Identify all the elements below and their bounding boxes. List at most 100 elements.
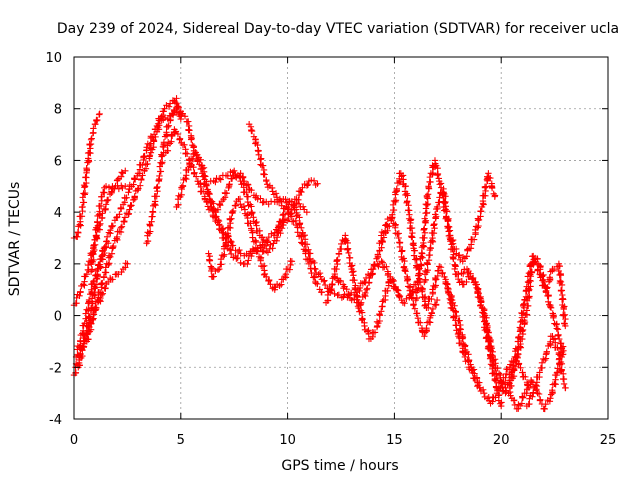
x-tick-label: 20 bbox=[493, 433, 510, 448]
data-point bbox=[237, 250, 244, 257]
interpolated-points bbox=[234, 254, 247, 268]
data-point bbox=[421, 333, 428, 340]
data-point bbox=[461, 353, 469, 361]
y-tick-label: 8 bbox=[54, 103, 62, 118]
interpolated-points bbox=[357, 289, 369, 308]
interpolated-points bbox=[103, 188, 115, 204]
interpolated-points bbox=[340, 283, 354, 302]
interpolated-points bbox=[338, 291, 348, 301]
interpolated-points bbox=[173, 100, 182, 111]
data-point bbox=[192, 149, 199, 156]
interpolated-points bbox=[93, 193, 105, 225]
interpolated-points bbox=[136, 147, 150, 177]
interpolated-points bbox=[229, 242, 243, 256]
data-point bbox=[90, 278, 97, 286]
data-point bbox=[303, 208, 311, 216]
interpolated-points bbox=[226, 246, 239, 261]
interpolated-points bbox=[247, 245, 260, 255]
interpolated-points bbox=[99, 243, 110, 259]
data-point bbox=[378, 258, 385, 265]
interpolated-points bbox=[241, 250, 250, 259]
interpolated-points bbox=[483, 322, 497, 365]
interpolated-points bbox=[144, 213, 156, 245]
interpolated-points bbox=[429, 267, 442, 293]
data-point bbox=[498, 402, 505, 410]
interpolated-points bbox=[447, 237, 459, 278]
interpolated-points bbox=[265, 198, 275, 208]
interpolated-points bbox=[76, 338, 89, 369]
interpolated-points bbox=[379, 259, 392, 279]
data-point bbox=[107, 227, 114, 234]
interpolated-points bbox=[396, 239, 408, 271]
interpolated-points bbox=[307, 265, 318, 281]
data-point bbox=[269, 245, 276, 252]
interpolated-points bbox=[308, 177, 319, 189]
interpolated-points bbox=[232, 170, 244, 181]
interpolated-points bbox=[161, 102, 173, 112]
interpolated-points bbox=[206, 190, 217, 215]
data-point bbox=[87, 136, 95, 143]
series-track-18 bbox=[376, 170, 484, 392]
interpolated-points bbox=[264, 239, 277, 248]
interpolated-points bbox=[515, 300, 528, 342]
data-point bbox=[361, 322, 368, 330]
plot-frame bbox=[73, 56, 609, 420]
interpolated-points bbox=[199, 164, 213, 197]
interpolated-points bbox=[185, 118, 198, 150]
interpolated-points bbox=[171, 128, 185, 147]
interpolated-points bbox=[546, 303, 561, 328]
data-point bbox=[395, 234, 402, 242]
data-point bbox=[254, 196, 261, 203]
interpolated-points bbox=[72, 291, 83, 307]
y-tick-label: 10 bbox=[45, 51, 62, 66]
interpolated-points bbox=[99, 280, 110, 297]
series-track-25 bbox=[523, 333, 569, 410]
interpolated-points bbox=[472, 207, 485, 234]
y-tick-label: 0 bbox=[54, 310, 62, 325]
series-track-24 bbox=[506, 252, 569, 392]
data-point bbox=[297, 188, 304, 195]
data-point bbox=[100, 273, 108, 280]
interpolated-points bbox=[395, 287, 405, 304]
interpolated-points bbox=[92, 274, 108, 311]
x-tick-label: 15 bbox=[386, 433, 403, 448]
data-point bbox=[363, 286, 370, 293]
interpolated-points bbox=[473, 281, 488, 313]
data-point bbox=[314, 180, 321, 187]
interpolated-points bbox=[164, 128, 178, 155]
data-point bbox=[318, 289, 325, 296]
interpolated-points bbox=[481, 393, 493, 404]
interpolated-points bbox=[236, 195, 248, 211]
interpolated-points bbox=[294, 224, 305, 246]
interpolated-points bbox=[460, 273, 472, 288]
interpolated-points bbox=[464, 267, 478, 286]
interpolated-points bbox=[422, 314, 434, 336]
interpolated-points bbox=[264, 245, 273, 256]
series-track-10 bbox=[162, 126, 287, 259]
interpolated-points bbox=[82, 300, 92, 322]
interpolated-points bbox=[507, 352, 521, 390]
interpolated-points bbox=[244, 193, 256, 218]
interpolated-points bbox=[210, 175, 220, 186]
interpolated-points bbox=[462, 346, 474, 368]
series-track-7 bbox=[72, 239, 112, 361]
data-point bbox=[263, 242, 270, 249]
y-tick-label: 2 bbox=[54, 258, 62, 273]
interpolated-points bbox=[381, 278, 393, 304]
interpolated-points bbox=[99, 184, 108, 196]
interpolated-points bbox=[90, 267, 100, 284]
series-track-21 bbox=[442, 278, 533, 407]
data-points bbox=[70, 95, 569, 413]
interpolated-points bbox=[122, 260, 129, 271]
data-point bbox=[122, 183, 129, 190]
interpolated-points bbox=[428, 301, 440, 317]
interpolated-points bbox=[383, 214, 396, 228]
data-point bbox=[263, 273, 270, 280]
interpolated-points bbox=[515, 393, 527, 409]
data-point bbox=[553, 325, 560, 332]
interpolated-points bbox=[401, 295, 410, 307]
x-tick-label: 10 bbox=[279, 433, 296, 448]
interpolated-points bbox=[246, 186, 260, 201]
interpolated-points bbox=[459, 246, 471, 262]
